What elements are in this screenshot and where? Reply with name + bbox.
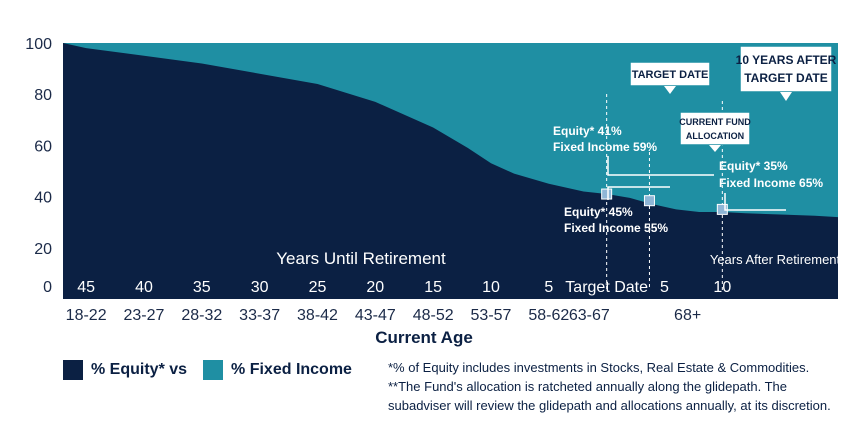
allocation-marker	[601, 188, 613, 200]
age-tick-label: 18-22	[66, 307, 107, 324]
svg-text:ALLOCATION: ALLOCATION	[686, 131, 744, 141]
age-tick-label: 28-32	[181, 307, 222, 324]
years-tick-label: 10	[482, 279, 500, 296]
equity-35-annotation: Equity* 35% Fixed Income 65%	[719, 159, 823, 211]
y-tick-label: 100	[25, 36, 52, 53]
years-tick-label: 5	[544, 279, 553, 296]
svg-text:Equity* 45%: Equity* 45%	[564, 205, 633, 219]
age-tick-label: 58-62	[528, 307, 569, 324]
svg-text:Equity* 35%: Equity* 35%	[719, 159, 788, 173]
footnote-3: subadviser will review the glidepath and…	[388, 398, 831, 413]
svg-text:Equity* 41%: Equity* 41%	[553, 124, 622, 138]
age-tick-label: 48-52	[413, 307, 454, 324]
years-tick-label: 35	[193, 279, 211, 296]
svg-text:Fixed Income 59%: Fixed Income 59%	[553, 140, 657, 154]
years-tick-label: 25	[309, 279, 327, 296]
equity-swatch	[63, 360, 83, 380]
target-date-callout: TARGET DATE	[629, 61, 711, 94]
equity-45-annotation: Equity* 45% Fixed Income 55%	[564, 186, 670, 235]
y-tick-label: 60	[34, 138, 52, 155]
equity-area	[63, 43, 838, 299]
svg-text:CURRENT FUND: CURRENT FUND	[679, 117, 751, 127]
y-tick-label: 20	[34, 241, 52, 258]
footnote-2: **The Fund's allocation is ratcheted ann…	[388, 379, 788, 394]
y-tick-label: 40	[34, 190, 52, 207]
svg-text:Fixed Income 65%: Fixed Income 65%	[719, 176, 823, 190]
current-fund-allocation-callout: CURRENT FUND ALLOCATION	[679, 111, 751, 152]
x-axis-title: Current Age	[375, 328, 473, 347]
age-tick-label: 43-47	[355, 307, 396, 324]
allocation-marker	[643, 195, 655, 207]
y-tick-label: 0	[43, 279, 52, 296]
years-tick-label: 30	[251, 279, 269, 296]
svg-text:TARGET DATE: TARGET DATE	[632, 69, 709, 81]
years-tick-label: 5	[660, 279, 669, 296]
fixed-income-swatch	[203, 360, 224, 380]
equity-41-annotation: Equity* 41% Fixed Income 59%	[553, 124, 714, 176]
years-tick-label: 15	[424, 279, 442, 296]
svg-text:Fixed Income 55%: Fixed Income 55%	[564, 221, 668, 235]
age-tick-label: 63-67	[569, 307, 610, 324]
y-tick-label: 80	[34, 87, 52, 104]
years-tick-label: 20	[366, 279, 384, 296]
age-tick-label: 33-37	[239, 307, 280, 324]
years-until-retirement-label: Years Until Retirement	[276, 249, 446, 268]
years-after-retirement-label: Years After Retirement	[710, 252, 841, 267]
legend-fixed-income-label: % Fixed Income	[231, 361, 352, 378]
years-tick-label: 45	[77, 279, 95, 296]
svg-text:TARGET DATE: TARGET DATE	[744, 71, 828, 85]
footnote-1: *% of Equity includes investments in Sto…	[388, 360, 810, 375]
age-tick-label: 38-42	[297, 307, 338, 324]
svg-text:10 YEARS AFTER: 10 YEARS AFTER	[736, 53, 837, 67]
age-tick-label: 23-27	[124, 307, 165, 324]
age-tick-label: 53-57	[471, 307, 512, 324]
footnotes: *% of Equity includes investments in Sto…	[388, 358, 831, 415]
ten-years-after-callout: 10 YEARS AFTER TARGET DATE	[736, 45, 837, 101]
years-tick-label: 40	[135, 279, 153, 296]
legend: % Equity* vs % Fixed Income	[63, 360, 352, 380]
legend-equity-label: % Equity* vs	[91, 361, 188, 378]
age-tick-label: 68+	[674, 307, 701, 324]
